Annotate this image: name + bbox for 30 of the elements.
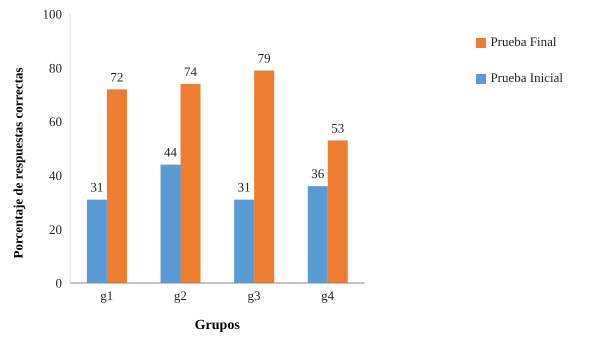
x-axis-title: Grupos (194, 318, 240, 333)
y-tick-label: 80 (49, 60, 62, 76)
x-tick-label: g1 (100, 288, 114, 304)
y-tick-label: 100 (42, 6, 62, 22)
bar (254, 70, 274, 283)
y-axis-title: Porcentaje de respuestas correctas (10, 68, 26, 258)
bar (308, 186, 328, 283)
bar (234, 200, 254, 283)
data-label: 79 (258, 50, 271, 66)
data-label: 36 (311, 166, 325, 182)
y-tick-label: 60 (49, 114, 62, 130)
x-tick-label: g3 (248, 288, 261, 304)
data-label: 72 (110, 69, 124, 84)
data-label: 31 (238, 180, 251, 195)
y-tick-label: 0 (56, 276, 62, 291)
y-tick-label: 20 (49, 222, 62, 237)
data-label: 31 (90, 180, 104, 195)
x-tick-label: g2 (174, 288, 187, 304)
bar (106, 89, 127, 283)
x-tick-label: g4 (321, 288, 335, 304)
bar (180, 84, 201, 283)
legend-label: Prueba Inicial (490, 70, 563, 85)
bar (86, 200, 107, 283)
data-label: 74 (184, 64, 198, 79)
data-label: 53 (331, 120, 344, 136)
y-tick-label: 40 (49, 168, 62, 184)
legend-label: Prueba Final (490, 34, 557, 49)
data-label: 44 (164, 144, 178, 160)
bar (328, 140, 348, 283)
bar (160, 164, 181, 283)
